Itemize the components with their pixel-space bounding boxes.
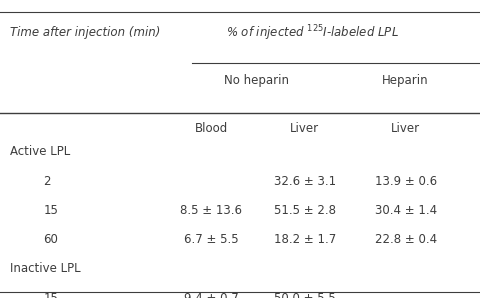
Text: 9.4 ± 0.7: 9.4 ± 0.7 (184, 291, 239, 298)
Text: 2: 2 (43, 175, 51, 188)
Text: Heparin: Heparin (382, 74, 429, 87)
Text: 30.4 ± 1.4: 30.4 ± 1.4 (374, 204, 437, 217)
Text: 60: 60 (43, 233, 58, 246)
Text: Active LPL: Active LPL (10, 145, 70, 159)
Text: 51.5 ± 2.8: 51.5 ± 2.8 (274, 204, 336, 217)
Text: Liver: Liver (290, 122, 319, 135)
Text: % of injected $^{125}$I-labeled LPL: % of injected $^{125}$I-labeled LPL (226, 23, 398, 43)
Text: 22.8 ± 0.4: 22.8 ± 0.4 (374, 233, 437, 246)
Text: Liver: Liver (391, 122, 420, 135)
Text: 8.5 ± 13.6: 8.5 ± 13.6 (180, 204, 242, 217)
Text: No heparin: No heparin (224, 74, 289, 87)
Text: Blood: Blood (194, 122, 228, 135)
Text: 18.2 ± 1.7: 18.2 ± 1.7 (274, 233, 336, 246)
Text: 6.7 ± 5.5: 6.7 ± 5.5 (184, 233, 239, 246)
Text: 13.9 ± 0.6: 13.9 ± 0.6 (374, 175, 437, 188)
Text: 15: 15 (43, 204, 58, 217)
Text: Inactive LPL: Inactive LPL (10, 262, 80, 275)
Text: Time after injection (min): Time after injection (min) (10, 26, 160, 39)
Text: 50.0 ± 5.5: 50.0 ± 5.5 (274, 291, 336, 298)
Text: 15: 15 (43, 291, 58, 298)
Text: 32.6 ± 3.1: 32.6 ± 3.1 (274, 175, 336, 188)
